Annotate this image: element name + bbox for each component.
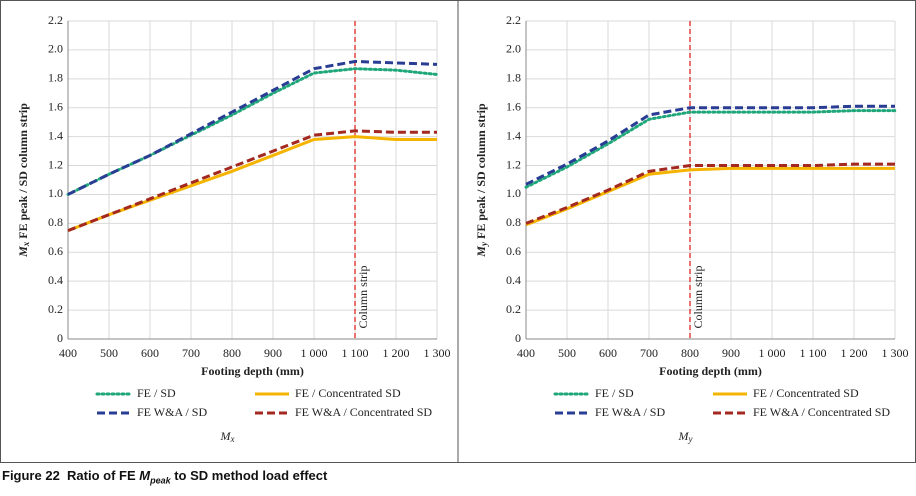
y-tick-label: 0.4 bbox=[506, 273, 521, 287]
x-tick-label: 800 bbox=[223, 346, 241, 360]
panel-symbol: M bbox=[678, 429, 690, 443]
x-tick-label: 400 bbox=[59, 346, 77, 360]
x-tick-label: 500 bbox=[558, 346, 576, 360]
x-axis-label: Footing depth (mm) bbox=[201, 364, 304, 378]
series-line bbox=[67, 129, 437, 232]
y-tick-label: 1.4 bbox=[48, 128, 63, 142]
x-tick-label: 1 300 bbox=[882, 346, 909, 360]
series-line bbox=[67, 135, 437, 232]
x-tick-label: 1 300 bbox=[424, 346, 451, 360]
y-axis-label: My FE peak / SD column strip bbox=[474, 103, 489, 258]
x-tick-label: 1 200 bbox=[841, 346, 868, 360]
y-tick-label: 0 bbox=[515, 331, 521, 345]
series-line bbox=[66, 67, 439, 196]
caption-text: Ratio of FE bbox=[67, 468, 140, 483]
y-tick-label: 1.4 bbox=[506, 128, 521, 142]
y-tick-label: 2.2 bbox=[506, 13, 521, 27]
y-tick-label: 1.6 bbox=[48, 99, 63, 113]
x-tick-label: 900 bbox=[722, 346, 740, 360]
legend-label: FE / SD bbox=[137, 386, 176, 400]
y-tick-label: 1.8 bbox=[48, 71, 63, 85]
panel-label: Mx bbox=[220, 429, 235, 444]
reference-label: Column strip bbox=[691, 265, 705, 328]
y-tick-label: 1.0 bbox=[48, 186, 63, 200]
y-tick-label: 0.2 bbox=[48, 302, 63, 316]
legend-label: FE W&A / SD bbox=[137, 405, 207, 419]
legend-label: FE W&A / SD bbox=[595, 405, 665, 419]
x-tick-label: 900 bbox=[264, 346, 282, 360]
figure-caption: Figure 22 Ratio of FE Mpeak to SD method… bbox=[2, 468, 327, 486]
series-line bbox=[524, 109, 897, 189]
caption-symbol: M bbox=[139, 468, 151, 483]
y-tick-label: 2.2 bbox=[48, 13, 63, 27]
series-line bbox=[525, 104, 895, 186]
x-tick-label: 1 000 bbox=[301, 346, 328, 360]
y-tick-label: 1.0 bbox=[506, 186, 521, 200]
figure: 0 0.2 0.4 0.6 0.8 1.0 1.2 1.4 1.6 1.8 2.0 2.2 400 500… bbox=[0, 0, 916, 463]
panel-label: My bbox=[678, 429, 693, 444]
y-axis-subscript: x bbox=[21, 241, 31, 247]
caption-text: to SD method load effect bbox=[170, 468, 328, 483]
y-tick-label: 0.6 bbox=[506, 244, 521, 258]
x-tick-label: 700 bbox=[640, 346, 658, 360]
x-tick-label: 1 200 bbox=[383, 346, 410, 360]
y-tick-label: 0.8 bbox=[506, 215, 521, 229]
x-tick-label: 1 100 bbox=[342, 346, 369, 360]
y-tick-label: 0.2 bbox=[506, 302, 521, 316]
panel-subscript: y bbox=[688, 434, 693, 444]
y-tick-label: 0.8 bbox=[48, 215, 63, 229]
caption-subscript: peak bbox=[150, 475, 171, 486]
panel-subscript: x bbox=[230, 434, 235, 444]
y-tick-label: 0.6 bbox=[48, 244, 63, 258]
x-tick-label: 1 100 bbox=[800, 346, 827, 360]
panel-symbol: M bbox=[220, 429, 232, 443]
x-tick-label: 600 bbox=[141, 346, 159, 360]
series-line bbox=[525, 162, 895, 225]
y-tick-label: 0.4 bbox=[48, 273, 63, 287]
y-tick-label: 2.0 bbox=[506, 42, 521, 56]
legend-label: FE W&A / Concentrated SD bbox=[295, 405, 432, 419]
caption-number: Figure 22 bbox=[2, 468, 60, 483]
y-tick-label: 1.2 bbox=[48, 157, 63, 171]
y-axis-label: Mx FE peak / SD column strip bbox=[16, 103, 31, 258]
y-axis-text: FE peak / SD column strip bbox=[474, 103, 488, 242]
y-axis-symbol: M bbox=[16, 246, 30, 258]
x-tick-label: 800 bbox=[681, 346, 699, 360]
series-line bbox=[67, 59, 438, 196]
legend-label: FE / Concentrated SD bbox=[753, 386, 859, 400]
x-axis-label: Footing depth (mm) bbox=[659, 364, 762, 378]
y-tick-label: 0 bbox=[57, 331, 63, 345]
y-tick-label: 2.0 bbox=[48, 42, 63, 56]
x-tick-label: 600 bbox=[599, 346, 617, 360]
y-axis-symbol: M bbox=[474, 246, 488, 258]
x-tick-label: 700 bbox=[182, 346, 200, 360]
x-tick-label: 500 bbox=[100, 346, 118, 360]
y-tick-label: 1.8 bbox=[506, 71, 521, 85]
reference-label: Column strip bbox=[356, 265, 370, 328]
x-tick-label: 1 000 bbox=[759, 346, 786, 360]
y-axis-subscript: y bbox=[479, 241, 489, 247]
legend-label: FE W&A / Concentrated SD bbox=[753, 405, 890, 419]
y-tick-label: 1.2 bbox=[506, 157, 521, 171]
y-axis-text: FE peak / SD column strip bbox=[16, 103, 30, 242]
series-line bbox=[525, 166, 895, 227]
legend-label: FE / Concentrated SD bbox=[295, 386, 401, 400]
legend-label: FE / SD bbox=[595, 386, 634, 400]
y-tick-label: 1.6 bbox=[506, 99, 521, 113]
x-tick-label: 400 bbox=[517, 346, 535, 360]
